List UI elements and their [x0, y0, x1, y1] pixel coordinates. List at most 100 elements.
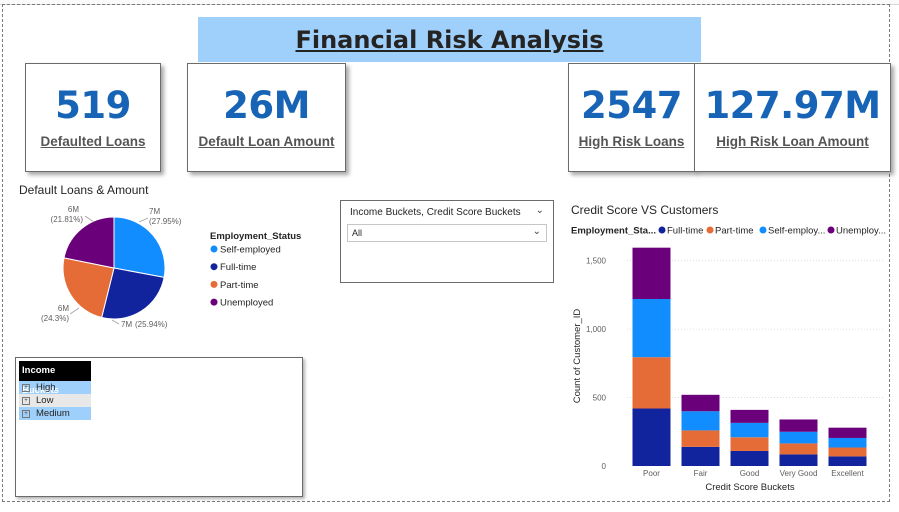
matrix-row[interactable]: + Low: [19, 394, 91, 407]
report-canvas: [2, 4, 890, 502]
pie-legend-item: Full-time: [220, 262, 256, 273]
pie-legend-item: Unemployed: [220, 298, 273, 309]
matrix-row-label: Low: [36, 395, 54, 406]
kpi-label: High Risk Loans: [578, 133, 685, 149]
pie-slice-full-time: [101, 267, 165, 320]
bar-segment-full-time-poor: [632, 408, 671, 466]
pie-leader-line: [138, 217, 149, 223]
kpi-card-default-loan-amount[interactable]: 26M Default Loan Amount: [187, 63, 346, 172]
slicer-selected-value: All: [352, 228, 363, 238]
pie-data-label-percent: (27.95%): [149, 217, 182, 226]
expand-icon[interactable]: +: [22, 409, 30, 418]
kpi-card-high-risk-loans[interactable]: 2547 High Risk Loans: [568, 63, 695, 172]
bar-legend-item: Part-time: [715, 226, 754, 237]
bar-segment-full-time-very-good: [779, 454, 818, 466]
matrix-header: Income Buckets: [19, 361, 91, 396]
bar-segment-self-employed-excellent: [828, 437, 867, 448]
pie-data-label: 7M: [149, 207, 160, 216]
bar-segment-full-time-excellent: [828, 456, 867, 466]
bar-segment-unemployed-poor: [632, 247, 671, 300]
bar-segment-unemployed-excellent: [828, 427, 867, 438]
pie-leader-line: [69, 307, 80, 315]
y-tick-label: 1,500: [586, 257, 607, 266]
slicer-title: Income Buckets, Credit Score Buckets: [350, 207, 521, 218]
bar-segment-self-employed-very-good: [779, 431, 818, 444]
bar-legend-item: Self-employ...: [768, 226, 825, 237]
kpi-card-defaulted-loans[interactable]: 519 Defaulted Loans: [25, 63, 161, 172]
matrix-row-label: High: [36, 382, 56, 393]
bar-segment-self-employed-poor: [632, 299, 671, 358]
bar-segment-part-time-good: [730, 437, 769, 451]
pie-chart[interactable]: 7M(27.95%)7M (25.94%)6M(24.3%)6M(21.81%) …: [15, 198, 315, 348]
bar-legend-item: Unemploy...: [836, 226, 886, 237]
matrix-row[interactable]: + Medium: [19, 407, 91, 420]
pie-slice-part-time: [62, 257, 115, 319]
y-tick-label: 1,000: [586, 325, 607, 334]
bar-legend-marker: [658, 226, 666, 234]
kpi-label: High Risk Loan Amount: [716, 133, 869, 149]
income-buckets-matrix: Income Buckets + High + Low + Medium: [19, 361, 91, 420]
bar-segment-full-time-good: [730, 450, 769, 466]
income-buckets-matrix-visual: Income Buckets + High + Low + Medium: [15, 357, 303, 497]
pie-data-label: 6M: [58, 304, 69, 313]
pie-legend-marker: [210, 263, 218, 271]
x-tick-label: Good: [740, 469, 760, 478]
pie-data-label-percent: (21.81%): [51, 215, 84, 224]
pie-data-label: 6M: [68, 205, 79, 214]
expand-icon[interactable]: +: [22, 396, 30, 405]
x-tick-label: Fair: [694, 469, 708, 478]
x-tick-label: Very Good: [780, 469, 818, 478]
bar-legend-marker: [759, 226, 767, 234]
bar-legend-title: Employment_Sta...: [571, 226, 656, 237]
kpi-value: 519: [55, 83, 131, 127]
stacked-bar-chart[interactable]: Employment_Sta... Full-time Part-time Self-…: [565, 220, 890, 498]
bar-segment-unemployed-good: [730, 409, 769, 423]
matrix-row-label: Medium: [36, 408, 70, 419]
x-tick-label: Poor: [643, 469, 660, 478]
pie-chart-title: Default Loans & Amount: [19, 183, 149, 197]
slicer-dropdown[interactable]: All ⌄: [347, 224, 547, 242]
bar-segment-part-time-fair: [681, 430, 720, 447]
pie-data-label-percent: (25.94%): [135, 320, 168, 329]
bar-segment-self-employed-good: [730, 422, 769, 438]
bar-segment-unemployed-fair: [681, 394, 720, 412]
page-title: Financial Risk Analysis: [295, 25, 604, 54]
bar-legend-marker: [706, 226, 714, 234]
kpi-value: 26M: [223, 83, 310, 127]
pie-legend-item: Part-time: [220, 280, 259, 291]
bar-segment-part-time-excellent: [828, 447, 867, 457]
y-tick-label: 500: [593, 394, 607, 403]
pie-slice-unemployed: [63, 216, 115, 269]
bar-segment-self-employed-fair: [681, 411, 720, 431]
bar-segment-part-time-poor: [632, 357, 671, 409]
y-axis-title: Count of Customer_ID: [572, 309, 583, 404]
chevron-down-icon[interactable]: ⌄: [535, 205, 544, 216]
bar-legend-item: Full-time: [667, 226, 703, 237]
pie-slice-self-employed: [113, 216, 166, 278]
chevron-down-icon: ⌄: [532, 226, 541, 237]
x-axis-title: Credit Score Buckets: [705, 482, 794, 493]
bar-segment-full-time-fair: [681, 446, 720, 466]
income-credit-slicer[interactable]: Income Buckets, Credit Score Buckets ⌄ A…: [340, 200, 554, 283]
pie-data-label-percent: (24.3%): [41, 314, 69, 323]
pie-legend-title: Employment_Status: [210, 231, 301, 242]
pie-legend-marker: [210, 245, 218, 253]
matrix-row[interactable]: + High: [19, 381, 91, 394]
title-banner: Financial Risk Analysis: [198, 17, 701, 62]
kpi-card-high-risk-loan-amount[interactable]: 127.97M High Risk Loan Amount: [694, 63, 891, 172]
x-tick-label: Excellent: [831, 469, 864, 478]
pie-leader-line: [84, 215, 95, 223]
pie-legend-marker: [210, 298, 218, 306]
pie-legend-item: Self-employed: [220, 245, 281, 256]
pie-legend-marker: [210, 280, 218, 288]
expand-icon[interactable]: +: [22, 383, 30, 392]
bar-legend-marker: [827, 226, 835, 234]
bar-segment-unemployed-very-good: [779, 419, 818, 432]
bar-chart-title: Credit Score VS Customers: [571, 203, 719, 217]
bar-segment-part-time-very-good: [779, 443, 818, 455]
y-tick-label: 0: [602, 462, 607, 471]
pie-data-label: 7M: [121, 320, 132, 329]
kpi-value: 127.97M: [704, 83, 881, 127]
kpi-label: Default Loan Amount: [198, 133, 335, 149]
kpi-label: Defaulted Loans: [40, 133, 146, 149]
